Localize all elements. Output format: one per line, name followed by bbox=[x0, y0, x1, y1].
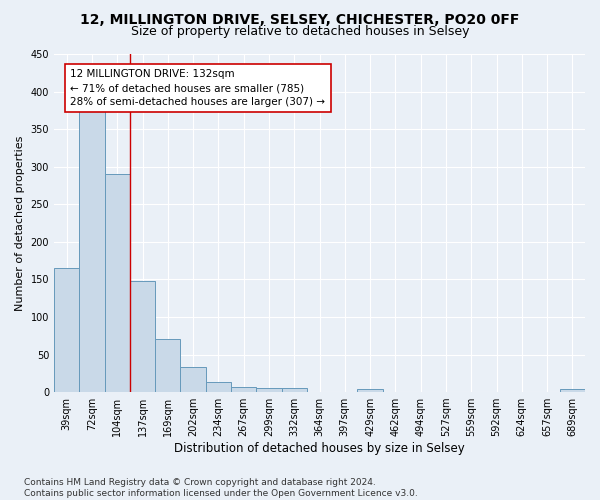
Bar bbox=[231, 387, 256, 392]
Bar bbox=[358, 389, 383, 392]
Bar bbox=[281, 388, 307, 392]
Bar bbox=[206, 382, 231, 392]
Text: 12, MILLINGTON DRIVE, SELSEY, CHICHESTER, PO20 0FF: 12, MILLINGTON DRIVE, SELSEY, CHICHESTER… bbox=[80, 12, 520, 26]
Y-axis label: Number of detached properties: Number of detached properties bbox=[15, 136, 25, 310]
Bar bbox=[130, 281, 155, 392]
Bar bbox=[560, 389, 585, 392]
X-axis label: Distribution of detached houses by size in Selsey: Distribution of detached houses by size … bbox=[174, 442, 465, 455]
Bar bbox=[256, 388, 281, 392]
Bar bbox=[155, 340, 181, 392]
Text: 12 MILLINGTON DRIVE: 132sqm
← 71% of detached houses are smaller (785)
28% of se: 12 MILLINGTON DRIVE: 132sqm ← 71% of det… bbox=[70, 69, 325, 107]
Bar bbox=[104, 174, 130, 392]
Bar bbox=[181, 368, 206, 392]
Bar bbox=[54, 268, 79, 392]
Text: Contains HM Land Registry data © Crown copyright and database right 2024.
Contai: Contains HM Land Registry data © Crown c… bbox=[24, 478, 418, 498]
Bar bbox=[79, 110, 104, 392]
Text: Size of property relative to detached houses in Selsey: Size of property relative to detached ho… bbox=[131, 25, 469, 38]
